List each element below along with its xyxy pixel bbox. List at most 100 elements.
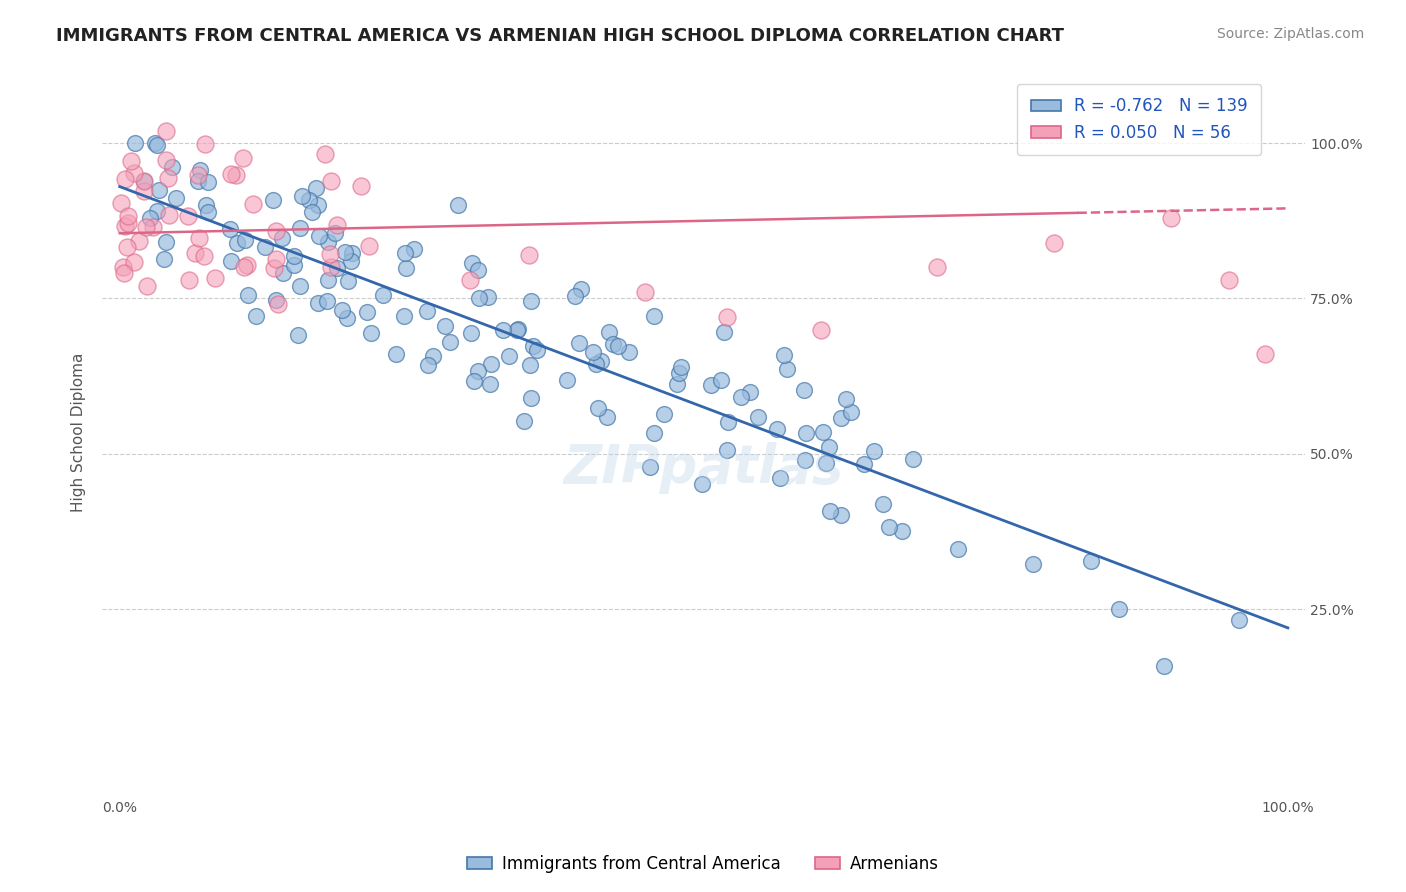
Point [638, 460, 661, 475]
Point [316, 273, 339, 287]
Point [139, 211, 162, 225]
Point [117, 216, 139, 230]
Point [219, 167, 242, 181]
Point [264, 225, 287, 239]
Point [460, 256, 482, 270]
Point [307, 197, 329, 211]
Point [112, 260, 135, 274]
Point [1153, 658, 1175, 673]
Point [323, 226, 346, 240]
Point [155, 153, 177, 167]
Point [520, 294, 543, 309]
Text: Source: ZipAtlas.com: Source: ZipAtlas.com [1216, 27, 1364, 41]
Point [197, 174, 219, 188]
Point [183, 246, 205, 260]
Point [114, 171, 136, 186]
Point [336, 311, 359, 326]
Point [416, 303, 439, 318]
Point [555, 373, 578, 387]
Point [288, 278, 311, 293]
Point [301, 205, 323, 219]
Point [643, 310, 665, 324]
Point [314, 146, 336, 161]
Point [467, 262, 489, 277]
Point [710, 373, 733, 387]
Point [305, 181, 328, 195]
Point [264, 293, 287, 308]
Point [262, 193, 284, 207]
Point [747, 409, 769, 424]
Point [463, 374, 485, 388]
Point [271, 231, 294, 245]
Point [422, 350, 444, 364]
Point [1043, 235, 1066, 250]
Point [145, 204, 167, 219]
Point [766, 421, 789, 435]
Point [468, 291, 491, 305]
Point [738, 385, 761, 400]
Point [319, 260, 342, 275]
Point [195, 197, 218, 211]
Point [773, 348, 796, 362]
Point [357, 239, 380, 253]
Point [135, 279, 157, 293]
Point [1227, 613, 1250, 627]
Point [793, 383, 815, 397]
Point [479, 357, 502, 371]
Point [142, 219, 165, 234]
Point [716, 310, 738, 325]
Point [263, 260, 285, 275]
Point [830, 508, 852, 522]
Point [124, 255, 146, 269]
Point [517, 248, 540, 262]
Point [793, 453, 815, 467]
Point [266, 297, 288, 311]
Point [394, 245, 416, 260]
Point [418, 358, 440, 372]
Point [402, 242, 425, 256]
Point [814, 456, 837, 470]
Point [818, 441, 841, 455]
Point [690, 477, 713, 491]
Point [811, 425, 834, 440]
Point [135, 220, 157, 235]
Point [506, 322, 529, 336]
Point [235, 233, 257, 247]
Point [325, 260, 347, 275]
Point [835, 392, 858, 406]
Legend: Immigrants from Central America, Armenians: Immigrants from Central America, Armenia… [461, 848, 945, 880]
Point [288, 220, 311, 235]
Point [219, 254, 242, 268]
Point [394, 309, 416, 323]
Point [155, 235, 177, 250]
Point [477, 290, 499, 304]
Point [112, 266, 135, 280]
Point [569, 282, 592, 296]
Point [356, 305, 378, 319]
Point [117, 240, 139, 254]
Point [1108, 602, 1130, 616]
Point [120, 154, 142, 169]
Point [122, 166, 145, 180]
Point [776, 362, 799, 376]
Point [156, 171, 179, 186]
Point [492, 322, 515, 336]
Point [197, 205, 219, 219]
Point [602, 337, 624, 351]
Point [607, 339, 630, 353]
Point [159, 208, 181, 222]
Point [333, 245, 356, 260]
Point [671, 360, 693, 375]
Point [188, 163, 211, 178]
Point [665, 376, 688, 391]
Point [479, 377, 502, 392]
Point [132, 174, 155, 188]
Point [863, 443, 886, 458]
Point [245, 309, 267, 323]
Point [506, 323, 529, 337]
Point [872, 497, 894, 511]
Point [439, 335, 461, 350]
Point [668, 366, 690, 380]
Point [204, 271, 226, 285]
Point [586, 401, 609, 416]
